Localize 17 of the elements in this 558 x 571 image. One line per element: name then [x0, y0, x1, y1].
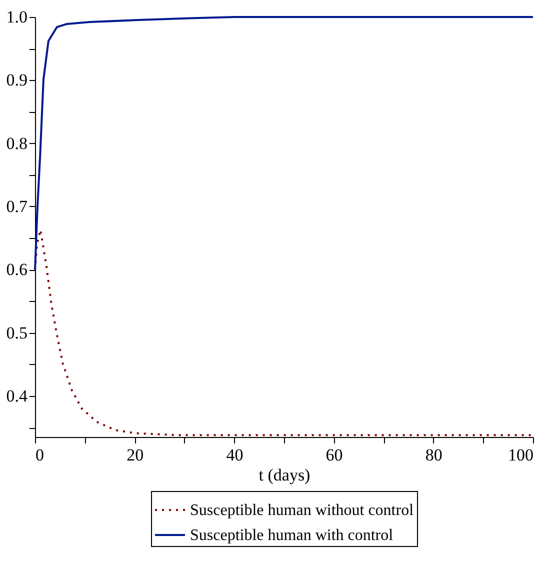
y-tick-label: 0.6 — [6, 260, 28, 280]
x-tick-label: 100 — [508, 446, 534, 464]
x-tick-label: 60 — [326, 446, 343, 464]
y-tick-label: 1.0 — [6, 8, 28, 26]
x-tick-label: 20 — [126, 446, 144, 464]
legend-label: Susceptible human without control — [190, 502, 414, 519]
y-tick-label: 0.9 — [6, 70, 28, 90]
y-tick-label: 0.7 — [6, 196, 28, 216]
x-tick-label: 0 — [36, 446, 44, 464]
x-tick-label: 40 — [226, 446, 244, 464]
x-axis-title: t (days) — [258, 466, 310, 484]
legend-label: Susceptible human with control — [190, 527, 394, 544]
x-tick-label: 80 — [425, 446, 442, 464]
line-series — [34, 16, 534, 271]
y-tick-label: 0.8 — [6, 134, 28, 153]
y-tick-label: 0.5 — [6, 323, 28, 342]
y-tick-label: 0.4 — [6, 386, 28, 406]
